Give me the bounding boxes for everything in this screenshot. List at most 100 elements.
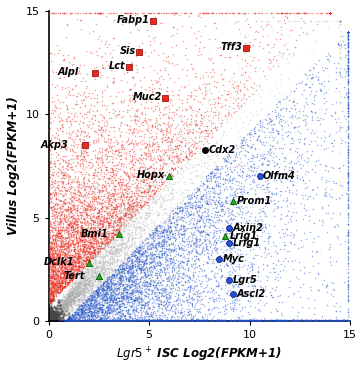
Point [220, 318, 226, 324]
Point [183, 164, 189, 170]
Point [83, 266, 89, 272]
Point [60, 309, 66, 315]
Point [173, 251, 179, 257]
Point [64, 267, 70, 273]
Point [170, 32, 176, 38]
Point [153, 187, 159, 193]
Point [77, 290, 83, 296]
Point [83, 260, 89, 266]
Point [162, 192, 167, 198]
Point [67, 219, 73, 225]
Point [104, 317, 110, 323]
Point [47, 317, 53, 323]
Point [115, 237, 120, 243]
Point [89, 235, 95, 241]
Point [255, 133, 261, 139]
Point [257, 317, 263, 323]
Point [254, 165, 260, 171]
Point [119, 263, 125, 269]
Point [95, 292, 101, 298]
Point [214, 246, 219, 252]
Point [78, 272, 84, 278]
Point [120, 293, 126, 299]
Point [194, 155, 200, 161]
Point [49, 290, 55, 296]
Point [190, 168, 196, 174]
Point [66, 255, 72, 261]
Point [177, 260, 183, 266]
Point [132, 285, 138, 291]
Point [47, 317, 52, 323]
Point [123, 304, 129, 310]
Point [173, 142, 179, 148]
Point [124, 273, 130, 279]
Point [345, 29, 351, 35]
Point [180, 156, 186, 162]
Point [123, 304, 128, 310]
Point [279, 132, 285, 138]
Point [177, 133, 183, 139]
Point [118, 220, 123, 226]
Point [51, 290, 56, 296]
Point [48, 304, 54, 310]
Point [65, 230, 71, 236]
Point [104, 84, 110, 90]
Point [64, 279, 70, 285]
Point [55, 309, 60, 315]
Point [220, 201, 226, 207]
Point [167, 224, 173, 230]
Point [55, 287, 60, 293]
Point [80, 272, 86, 278]
Point [345, 30, 351, 36]
Point [82, 89, 87, 95]
Point [107, 318, 113, 324]
Point [46, 313, 52, 319]
Point [72, 317, 78, 323]
Point [258, 253, 264, 259]
Point [147, 242, 153, 248]
Point [48, 298, 54, 303]
Point [94, 292, 100, 298]
Point [47, 313, 53, 319]
Point [271, 317, 277, 323]
Point [60, 301, 66, 306]
Point [58, 208, 63, 214]
Point [72, 310, 78, 316]
Point [285, 318, 291, 324]
Point [138, 169, 144, 175]
Point [59, 179, 65, 185]
Point [99, 303, 105, 309]
Point [87, 252, 93, 257]
Point [59, 124, 65, 130]
Point [225, 150, 231, 156]
Point [199, 203, 205, 209]
Point [259, 173, 265, 179]
Point [182, 181, 187, 187]
Point [97, 251, 103, 257]
Point [76, 258, 82, 264]
Point [58, 250, 63, 256]
Point [108, 285, 114, 290]
Point [207, 295, 213, 301]
Point [46, 299, 52, 305]
Point [52, 308, 58, 314]
Point [116, 108, 122, 114]
Point [193, 239, 199, 245]
Point [111, 206, 117, 212]
Point [118, 230, 124, 236]
Point [88, 270, 94, 276]
Point [70, 297, 76, 303]
Point [123, 265, 129, 271]
Point [209, 10, 214, 16]
Point [134, 108, 140, 114]
Point [104, 315, 110, 321]
Point [124, 259, 130, 265]
Point [270, 294, 276, 300]
Point [164, 223, 170, 229]
Point [48, 286, 54, 292]
Point [182, 223, 188, 229]
Point [109, 293, 115, 299]
Point [87, 249, 92, 255]
Point [102, 41, 108, 47]
Point [128, 270, 134, 276]
